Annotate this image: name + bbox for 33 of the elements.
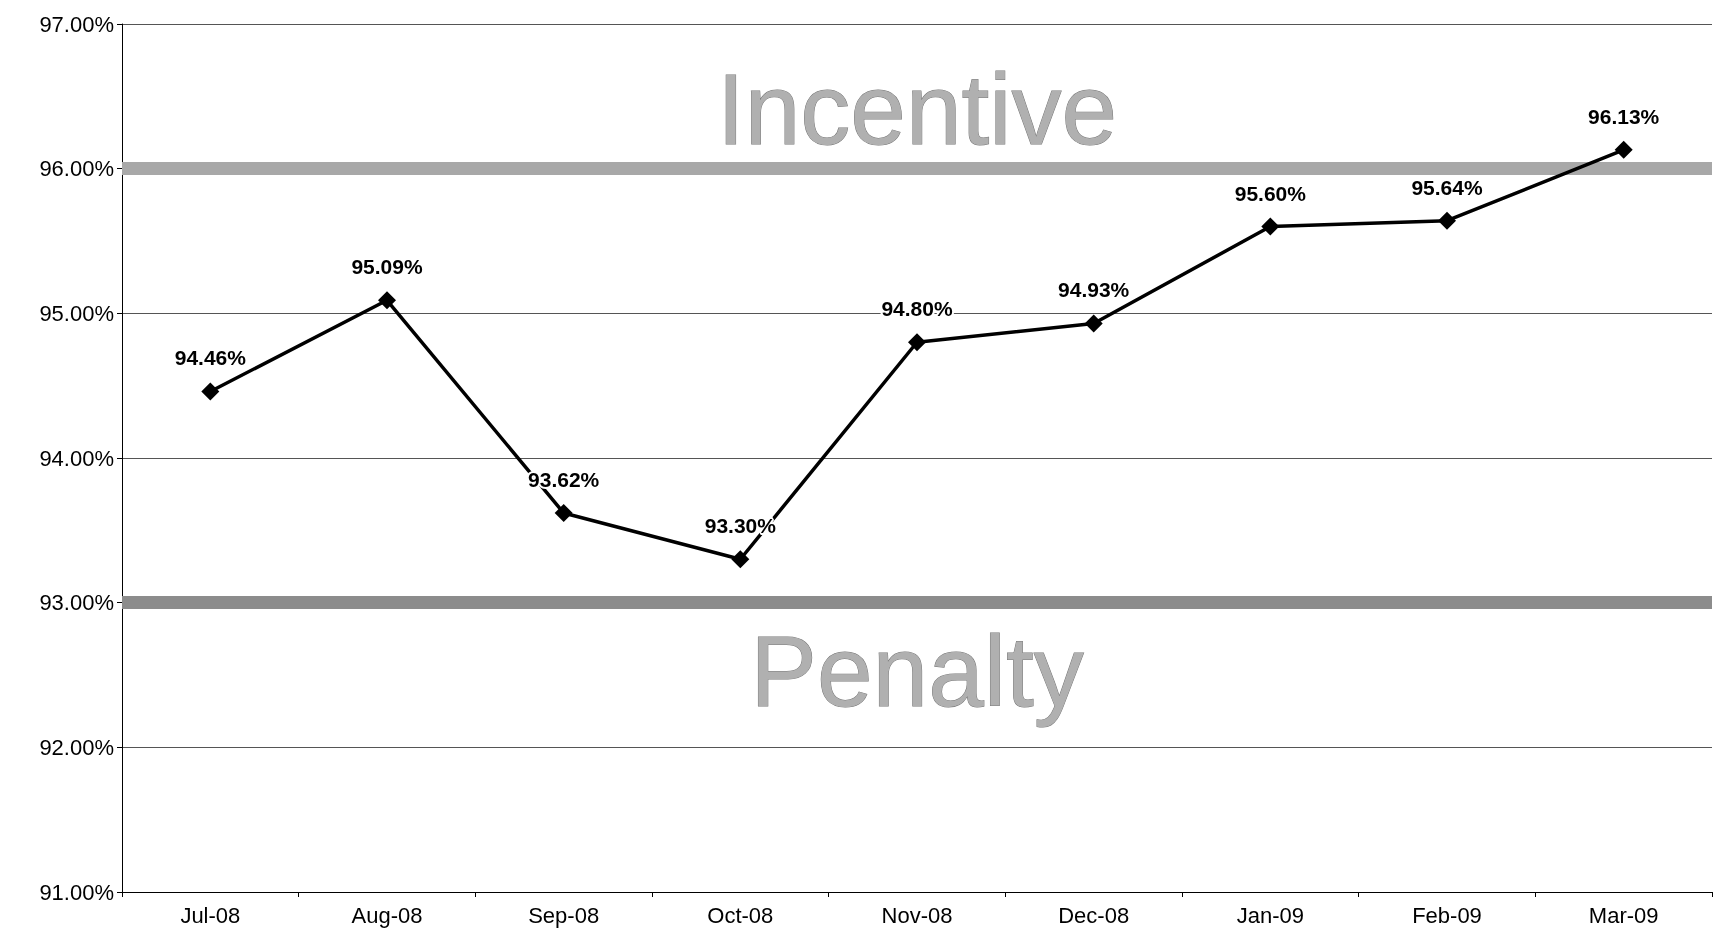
point: [1438, 211, 1456, 230]
data-label: 94.93%: [1058, 278, 1130, 302]
data-label: 95.60%: [1234, 181, 1307, 205]
x-tick-label: Feb-09: [1412, 902, 1482, 928]
data-label: 95.09%: [351, 255, 423, 279]
x-tick-label: Jan-09: [1236, 902, 1304, 928]
y-tick-label: 93.00%: [39, 590, 114, 616]
point: [554, 503, 573, 522]
x-tick-label: Aug-08: [351, 902, 423, 928]
y-tick-label: 95.00%: [39, 300, 114, 326]
y-tick-label: 91.00%: [39, 879, 114, 905]
point: [201, 382, 220, 401]
point: [1614, 140, 1633, 159]
point: [1084, 314, 1103, 333]
x-tick-label: Jul-08: [180, 902, 241, 928]
point: [731, 550, 750, 569]
ref-line-label: Penalty: [750, 614, 1084, 727]
x-tick-label: Oct-08: [707, 902, 774, 928]
y-tick-label: 96.00%: [39, 156, 114, 182]
data-label: 94.46%: [174, 346, 247, 370]
point: [908, 333, 926, 352]
point: [1261, 217, 1280, 236]
y-tick-label: 92.00%: [39, 734, 114, 760]
x-tick-label: Mar-09: [1588, 902, 1659, 928]
ref-line-label: Incentive: [716, 52, 1118, 165]
y-tick-label: 94.00%: [39, 445, 114, 471]
x-tick-label: Sep-08: [528, 902, 600, 928]
data-label: 95.64%: [1411, 175, 1483, 199]
x-tick-label: Dec-08: [1058, 902, 1130, 928]
y-tick-label: 97.00%: [39, 11, 114, 37]
point: [378, 291, 396, 310]
x-tick-label: Nov-08: [881, 902, 953, 928]
data-label: 96.13%: [1588, 104, 1660, 128]
